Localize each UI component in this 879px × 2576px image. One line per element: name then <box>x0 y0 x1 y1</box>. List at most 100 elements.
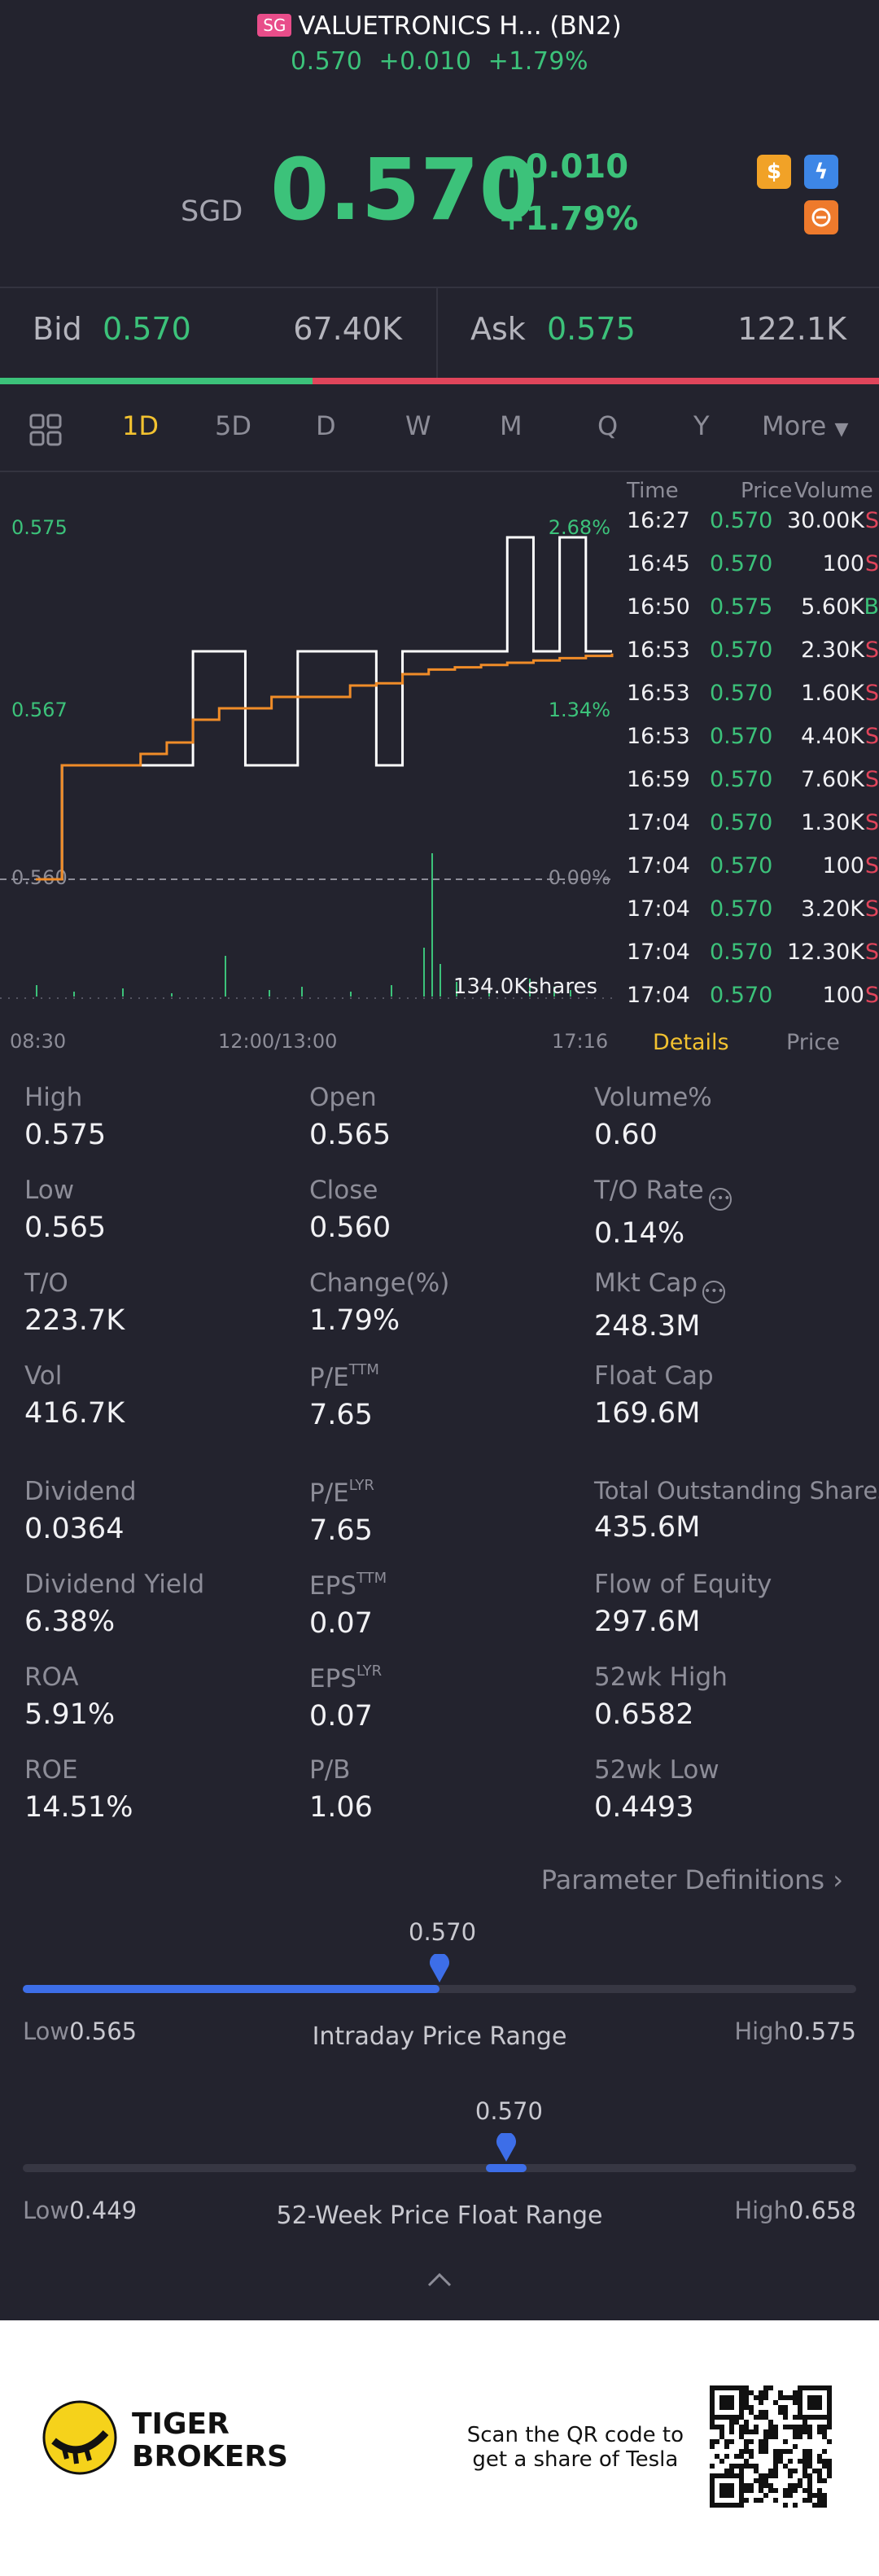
tick-row: 16:27 0.570 30.00K S <box>627 508 879 533</box>
intraday-current: 0.570 <box>409 1918 477 1946</box>
volume-bar <box>301 987 303 997</box>
stat-dividend-yield: Dividend Yield 6.38% <box>24 1570 205 1638</box>
week52-marker-bar <box>485 2164 527 2172</box>
tick-row: 17:04 0.570 1.30K S <box>627 810 879 835</box>
stat-roa: ROA 5.91% <box>24 1663 116 1731</box>
volume-bar <box>431 853 433 997</box>
tab-1d[interactable]: 1D <box>122 410 159 441</box>
stock-title[interactable]: SG VALUETRONICS H... (BN2) <box>0 11 879 41</box>
stat-pb: P/B 1.06 <box>309 1755 373 1824</box>
currency-label: SGD <box>181 195 243 228</box>
tab-price[interactable]: Price <box>786 1030 840 1055</box>
week52-low: Low0.449 <box>23 2197 138 2224</box>
volume-label: 134.0Kshares <box>453 975 597 999</box>
sub-change-pct: +1.79% <box>488 47 589 76</box>
y-tick-label-pct: 0.00% <box>549 866 610 889</box>
price-line <box>36 536 612 881</box>
x-tick-start: 08:30 <box>10 1030 67 1053</box>
option-icon[interactable] <box>804 200 838 234</box>
stat-eps-ttm: EPSTTM 0.07 <box>309 1570 387 1640</box>
tick-row: 16:53 0.570 4.40K S <box>627 724 879 749</box>
tab-w[interactable]: W <box>405 410 431 441</box>
dollar-icon[interactable]: $ <box>757 155 791 189</box>
y-tick-label: 0.575 <box>11 516 68 539</box>
intraday-high: High0.575 <box>734 2017 856 2045</box>
bid-price: 0.570 <box>103 311 191 347</box>
tab-m[interactable]: M <box>500 410 523 441</box>
sub-quote: 0.570 +0.010 +1.79% <box>0 47 879 76</box>
stat-to-rate[interactable]: T/O Rate ••• 0.14% <box>594 1176 732 1250</box>
avg-price-line <box>36 653 614 881</box>
bid-ask-bar: Bid 0.570 67.40K Ask 0.575 122.1K <box>0 288 879 378</box>
bid-label: Bid <box>33 311 82 347</box>
stat-pe-ttm: P/ETTM 7.65 <box>309 1361 379 1431</box>
trade-ticks: Time Price Volume 16:27 0.570 30.00K S 16:45… <box>620 472 879 1026</box>
volume-bar <box>529 979 531 997</box>
week52-range-title: 52-Week Price Float Range <box>276 2201 603 2230</box>
grid-icon[interactable] <box>29 414 62 449</box>
tab-5d[interactable]: 5D <box>215 410 251 441</box>
stat-52wk-low: 52wk Low 0.4493 <box>594 1755 719 1824</box>
stat-pe-lyr: P/ELYR 7.65 <box>309 1477 374 1547</box>
ticks-header-price: Price <box>741 479 793 503</box>
volume-bar <box>440 964 441 997</box>
week52-track <box>23 2164 856 2172</box>
volume-bar <box>122 988 124 997</box>
tab-q[interactable]: Q <box>597 410 619 441</box>
tick-row: 16:45 0.570 100 S <box>627 551 879 576</box>
chevron-up-icon[interactable] <box>426 2272 453 2291</box>
stat-low: Low 0.565 <box>24 1176 107 1244</box>
volume-bar <box>36 985 37 997</box>
sub-change: +0.010 <box>378 47 472 76</box>
ask-strength-bar <box>313 378 879 384</box>
quote-header: SG VALUETRONICS H... (BN2) 0.570 +0.010 +… <box>0 0 879 287</box>
intraday-range-title: Intraday Price Range <box>312 2022 567 2051</box>
bid-strength-bar <box>0 378 313 384</box>
ticks-header-time: Time <box>627 479 679 503</box>
more-info-icon[interactable]: ••• <box>702 1281 726 1303</box>
qr-code[interactable] <box>710 2385 832 2508</box>
intraday-low: Low0.565 <box>23 2017 138 2045</box>
tab-more[interactable]: More ▼ <box>762 410 849 441</box>
week52-current: 0.570 <box>474 2097 543 2125</box>
volume-bar <box>73 992 75 997</box>
tab-d[interactable]: D <box>316 410 336 441</box>
ask-label: Ask <box>470 311 526 347</box>
ask-price: 0.575 <box>547 311 636 347</box>
price-change: +0.010 <box>498 148 629 186</box>
tick-row: 17:04 0.570 100 S <box>627 853 879 878</box>
stat-mkt-cap[interactable]: Mkt Cap ••• 248.3M <box>594 1268 726 1343</box>
week52-range: 0.570 Low0.449 52-Week Price Float Range… <box>0 2097 879 2230</box>
stat-roe: ROE 14.51% <box>24 1755 133 1824</box>
volume-bar <box>553 987 555 997</box>
intraday-track <box>23 1985 856 1993</box>
stat-flow-equity: Flow of Equity 297.6M <box>594 1570 772 1638</box>
intraday-chart[interactable]: 0.575 0.567 0.560 2.68% 1.34% 0.00% 134.0Kshar… <box>0 472 615 1026</box>
tick-row: 17:04 0.570 3.20K S <box>627 896 879 922</box>
tab-y[interactable]: Y <box>693 410 710 441</box>
stat-to: T/O 223.7K <box>24 1268 125 1337</box>
volume-bar <box>570 990 571 997</box>
stat-high: High 0.575 <box>24 1083 107 1151</box>
parameter-definitions-link[interactable]: Parameter Definitions › <box>540 1864 843 1895</box>
y-tick-label-pct: 2.68% <box>549 516 610 539</box>
x-tick-mid: 12:00/13:00 <box>218 1030 338 1053</box>
y-tick-label: 0.560 <box>11 866 68 889</box>
stat-52wk-high: 52wk High 0.6582 <box>594 1663 728 1731</box>
y-tick-label: 0.567 <box>11 699 68 721</box>
volume-bar <box>350 992 352 997</box>
tick-row: 16:53 0.570 2.30K S <box>627 637 879 663</box>
y-tick-label-pct: 1.34% <box>549 699 610 721</box>
volume-bar <box>488 988 490 997</box>
sub-price: 0.570 <box>290 47 363 76</box>
bid-size: 67.40K <box>293 311 402 347</box>
tick-row: 16:59 0.570 7.60K S <box>627 767 879 792</box>
more-info-icon[interactable]: ••• <box>708 1188 732 1211</box>
stat-volume-pct: Volume% 0.60 <box>594 1083 712 1151</box>
volume-bar <box>456 982 457 997</box>
flash-icon[interactable]: ϟ <box>804 155 838 189</box>
tab-details[interactable]: Details <box>653 1030 729 1055</box>
tick-row: 16:50 0.575 5.60K B <box>627 594 879 620</box>
market-badge: SG <box>257 14 292 37</box>
stat-float-cap: Float Cap 169.6M <box>594 1361 714 1430</box>
